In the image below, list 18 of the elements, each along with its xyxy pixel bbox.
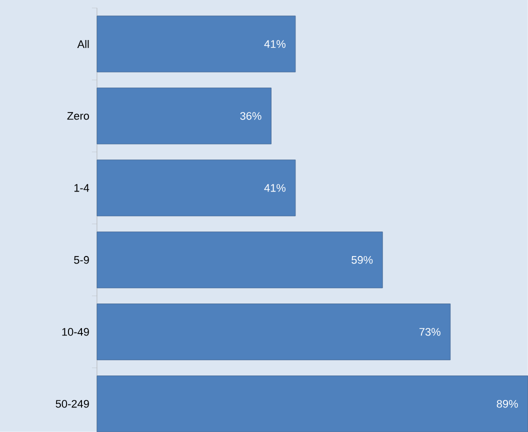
y-tick-label: 50-249 xyxy=(56,400,89,408)
y-tick-label: Zero xyxy=(67,112,89,120)
bar xyxy=(96,304,451,360)
data-label: 73% xyxy=(419,328,440,336)
y-tick-label: All xyxy=(77,40,89,48)
bar xyxy=(96,88,272,144)
bar xyxy=(96,160,296,216)
data-label: 41% xyxy=(264,40,286,48)
data-label: 59% xyxy=(352,256,373,264)
bar xyxy=(96,232,383,288)
data-label: 89% xyxy=(496,400,518,408)
bar xyxy=(96,376,528,432)
y-tick-label: 10-49 xyxy=(62,328,89,336)
y-tick-label: 1-4 xyxy=(74,184,90,192)
bar xyxy=(96,16,296,72)
data-label: 41% xyxy=(264,184,286,192)
y-tick-label: 5-9 xyxy=(74,256,89,264)
data-label: 36% xyxy=(240,112,262,120)
